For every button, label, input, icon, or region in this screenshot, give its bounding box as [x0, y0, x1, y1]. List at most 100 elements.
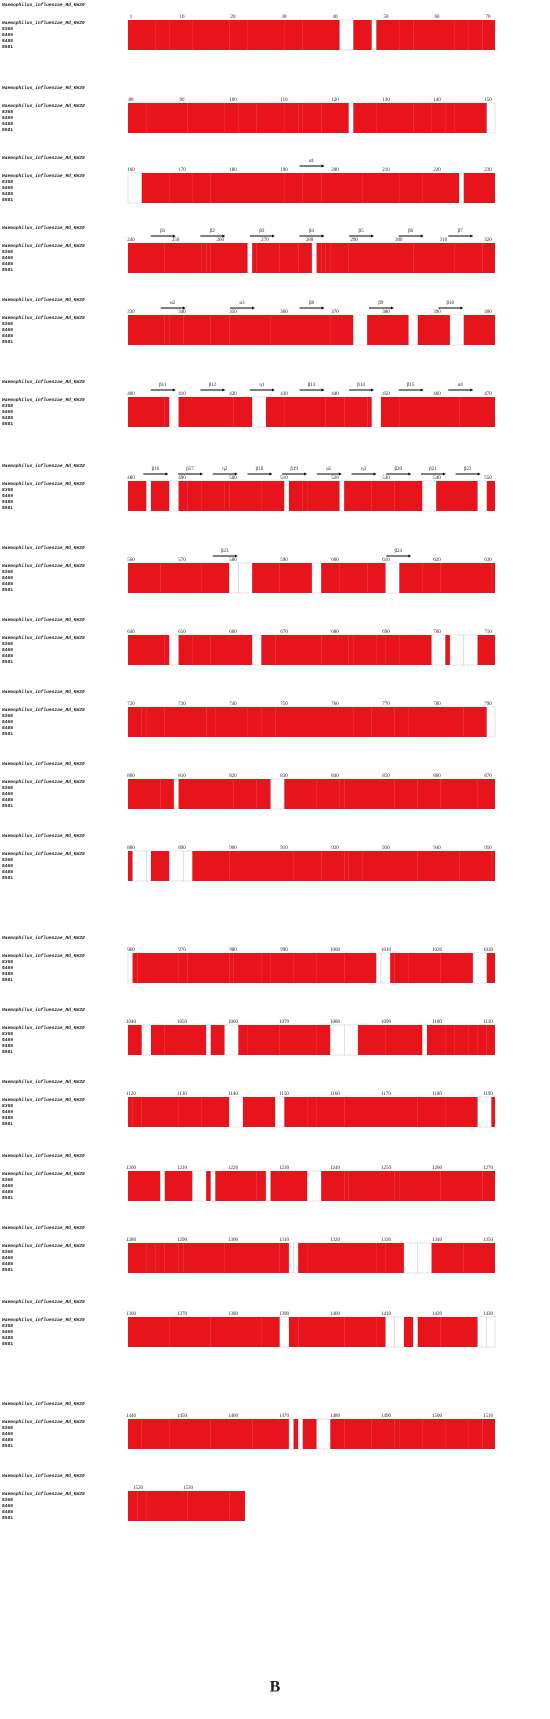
- species-header: Haemophilus_influenzae_Rd_KW20: [2, 463, 85, 469]
- ruler-number: 1030: [483, 948, 494, 953]
- conserved-block: [279, 1025, 317, 1055]
- species-header: Haemophilus_influenzae_Rd_KW20: [2, 689, 85, 695]
- variable-block: [284, 480, 290, 512]
- species-row-label: Haemophilus_influenzae_Rd_KW20: [2, 1171, 85, 1177]
- strain-label: 8368: [2, 785, 13, 791]
- conserved-block: [187, 1491, 197, 1521]
- ruler-number: 1270: [483, 1166, 494, 1171]
- conserved-block: [132, 953, 138, 983]
- conserved-block: [325, 397, 335, 427]
- strain-label: 8368: [2, 713, 13, 719]
- conserved-block: [440, 779, 478, 809]
- ruler-number: 1480: [330, 1414, 341, 1419]
- ruler-number: 220: [433, 168, 441, 173]
- structure-label: β20: [394, 467, 402, 472]
- strain-label: 8581: [2, 659, 13, 665]
- conserved-block: [289, 20, 303, 50]
- arrow-head: [338, 472, 342, 476]
- conserved-block: [215, 707, 248, 737]
- variable-block: [344, 1024, 359, 1056]
- conserved-block: [312, 20, 335, 50]
- species-row-label: Haemophilus_influenzae_Rd_KW20: [2, 173, 85, 179]
- strain-label: 8488: [2, 415, 13, 421]
- variable-block: [431, 634, 446, 666]
- conserved-block: [339, 563, 368, 593]
- conserved-block: [210, 635, 253, 665]
- variable-block: [449, 634, 465, 666]
- species-row-label: Haemophilus_influenzae_Rd_KW20: [2, 953, 85, 959]
- conserved-block: [307, 1243, 335, 1273]
- ruler-number: 50: [384, 15, 390, 20]
- conserved-block: [164, 315, 170, 345]
- ruler-number: 80: [129, 98, 135, 103]
- ruler-number: 1340: [432, 1238, 443, 1243]
- conserved-block: [178, 635, 193, 665]
- conserved-block: [445, 103, 455, 133]
- conserved-block: [293, 851, 322, 881]
- variable-block: [210, 1170, 216, 1202]
- ruler-number: 400: [484, 310, 492, 315]
- conserved-block: [266, 851, 294, 881]
- species-row-label: Haemophilus_influenzae_Rd_KW20: [2, 243, 85, 249]
- species-row-label: Haemophilus_influenzae_Rd_KW20: [2, 1491, 85, 1497]
- ruler-number: 280: [306, 238, 314, 243]
- conserved-block: [344, 1171, 349, 1201]
- conserved-block: [128, 707, 142, 737]
- conserved-block: [275, 707, 289, 737]
- ruler-number: 160: [127, 168, 135, 173]
- conserved-block: [261, 635, 266, 665]
- species-header: Haemophilus_influenzae_Rd_KW20: [2, 85, 85, 91]
- arrow-head: [408, 472, 412, 476]
- strain-label: 8488: [2, 333, 13, 339]
- species-row-label: Haemophilus_influenzae_Rd_KW20: [2, 1025, 85, 1031]
- variable-block: [265, 1170, 271, 1202]
- ruler-number: 1070: [279, 1020, 290, 1025]
- ruler-number: 1130: [177, 1092, 187, 1097]
- conserved-block: [169, 173, 174, 203]
- conserved-block: [128, 397, 165, 427]
- conserved-block: [128, 481, 147, 511]
- strain-label: 8469: [2, 185, 13, 191]
- conserved-block: [233, 779, 257, 809]
- ruler-number: 1150: [279, 1092, 289, 1097]
- structure-label: β8: [309, 301, 315, 306]
- species-row-label: Haemophilus_influenzae_Rd_KW20: [2, 563, 85, 569]
- conserved-block: [450, 563, 492, 593]
- strain-label: 8581: [2, 339, 13, 345]
- arrow-head: [234, 554, 238, 558]
- strain-label: 8581: [2, 1267, 13, 1273]
- strain-label: 8368: [2, 569, 13, 575]
- structure-label: β6: [408, 229, 414, 234]
- conserved-block: [491, 563, 495, 593]
- strain-label: 8469: [2, 863, 13, 869]
- arrow-head: [470, 234, 474, 238]
- variable-block: [422, 480, 437, 512]
- strain-label: 8368: [2, 641, 13, 647]
- conserved-block: [440, 1317, 478, 1347]
- arrow-head: [271, 234, 275, 238]
- arrow-head: [304, 472, 308, 476]
- conserved-block: [256, 1171, 266, 1201]
- conserved-block: [178, 779, 197, 809]
- conserved-block: [128, 1491, 138, 1521]
- variable-block: [463, 634, 478, 666]
- conserved-block: [440, 563, 450, 593]
- ruler-number: 20: [231, 15, 237, 20]
- structure-label: β24: [394, 549, 402, 554]
- conserved-block: [353, 20, 372, 50]
- conserved-block: [298, 1243, 308, 1273]
- conserved-block: [316, 953, 345, 983]
- ruler-number: 1190: [483, 1092, 493, 1097]
- variable-block: [477, 1316, 488, 1348]
- conserved-block: [275, 635, 289, 665]
- panel-label: B: [270, 1679, 281, 1696]
- conserved-block: [164, 707, 207, 737]
- variable-block: [472, 952, 488, 984]
- conserved-block: [399, 563, 423, 593]
- conserved-block: [399, 397, 427, 427]
- strain-label: 8469: [2, 719, 13, 725]
- conserved-block: [316, 243, 322, 273]
- ruler-number: 690: [382, 630, 390, 635]
- conserved-block: [344, 953, 377, 983]
- ruler-number: 410: [178, 392, 186, 397]
